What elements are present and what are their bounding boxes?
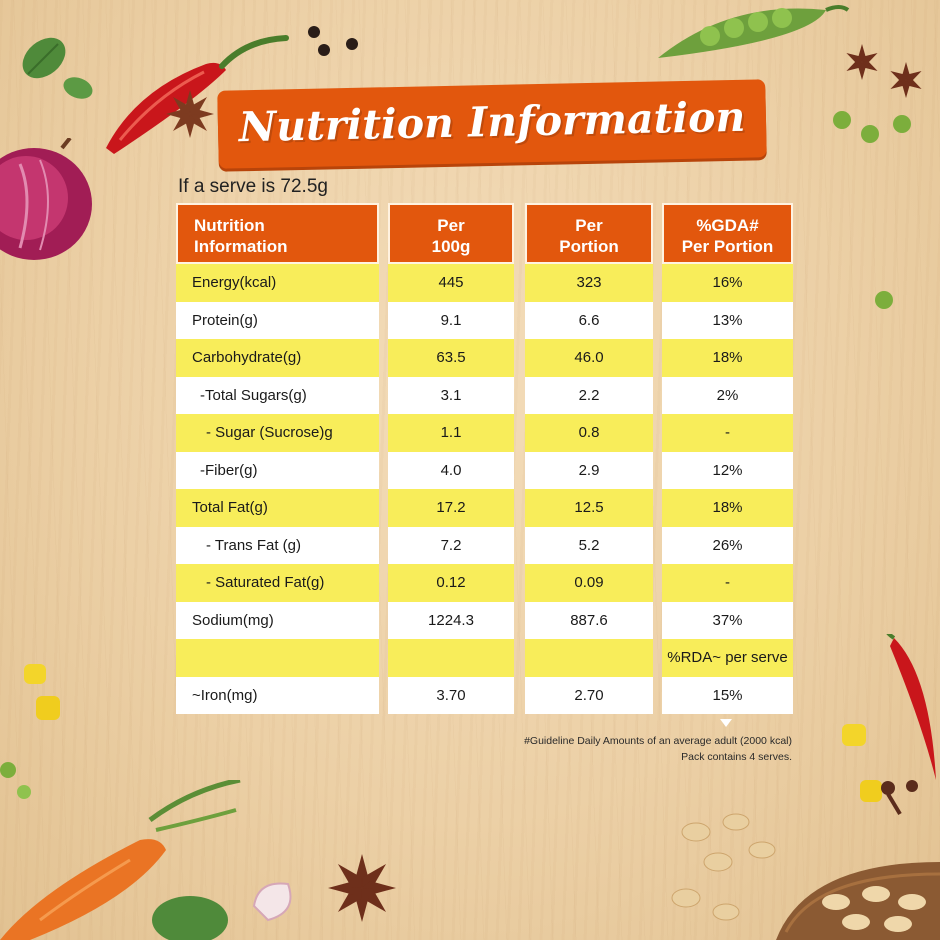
table-cell-per100: 3.70 [388, 676, 514, 714]
table-cell-gda: 13% [662, 301, 793, 339]
table-cell-portion [525, 639, 653, 677]
table-cell-portion: 2.9 [525, 451, 653, 489]
peas-icon [875, 291, 893, 309]
table-cell-portion: 323 [525, 264, 653, 302]
table-cell-portion: 46.0 [525, 339, 653, 377]
table-cell-gda: - [662, 414, 793, 452]
table-cell-per100: 0.12 [388, 564, 514, 602]
onion-icon [0, 138, 92, 260]
star-anise-icon [328, 854, 396, 922]
footnotes: #Guideline Daily Amounts of an average a… [524, 733, 792, 765]
table-cell-label [176, 639, 379, 677]
table-cell-per100: 9.1 [388, 301, 514, 339]
table-cell-label: ~Iron(mg) [176, 676, 379, 714]
table-cell-per100: 7.2 [388, 526, 514, 564]
table-cell-per100: 1.1 [388, 414, 514, 452]
serve-size-note: If a serve is 72.5g [178, 176, 328, 197]
peas-icon [0, 762, 31, 799]
basil-leaf-icon [22, 37, 66, 79]
table-cell-label: - Sugar (Sucrose)g [176, 414, 379, 452]
table-cell-per100: 4.0 [388, 451, 514, 489]
column-header-gda: %GDA# Per Portion [662, 203, 793, 264]
table-cell-gda: 26% [662, 526, 793, 564]
table-cell-gda: 18% [662, 489, 793, 527]
table-cell-label: -Total Sugars(g) [176, 376, 379, 414]
table-cell-per100: 63.5 [388, 339, 514, 377]
footnote-pack: Pack contains 4 serves. [681, 751, 792, 763]
table-cell-per100: 1224.3 [388, 601, 514, 639]
table-cell-per100 [388, 639, 514, 677]
table-cell-gda: 18% [662, 339, 793, 377]
table-cell-portion: 12.5 [525, 489, 653, 527]
table-cell-label: Total Fat(g) [176, 489, 379, 527]
table-cell-label: Sodium(mg) [176, 601, 379, 639]
column-header-per-portion: Per Portion [525, 203, 653, 264]
table-cell-gda: 12% [662, 451, 793, 489]
table-cell-label: - Trans Fat (g) [176, 526, 379, 564]
per-100g-column: Per 100g 445 9.1 63.5 3.1 1.1 4.0 17.2 7… [388, 203, 514, 714]
cloves-icon [881, 780, 918, 816]
table-cell-label: Protein(g) [176, 301, 379, 339]
per-portion-column: Per Portion 323 6.6 46.0 2.2 0.8 2.9 12.… [525, 203, 653, 714]
table-cell-portion: 5.2 [525, 526, 653, 564]
table-cell-portion: 6.6 [525, 301, 653, 339]
table-cell-portion: 887.6 [525, 601, 653, 639]
table-cell-gda: 2% [662, 376, 793, 414]
table-cell-label: Energy(kcal) [176, 264, 379, 302]
table-cell-per100: 3.1 [388, 376, 514, 414]
corn-kernels-icon [842, 724, 882, 802]
table-cell-portion: 2.2 [525, 376, 653, 414]
pea-pod-icon [658, 5, 850, 58]
table-cell-portion: 0.8 [525, 414, 653, 452]
table-cell-gda: 16% [662, 264, 793, 302]
table-cell-gda: - [662, 564, 793, 602]
rda-subheader: %RDA~ per serve [662, 639, 793, 677]
callout-pointer [720, 719, 732, 727]
red-chilli-icon [886, 634, 936, 780]
column-header-nutrition: Nutrition Information [176, 203, 379, 264]
star-anise-icon [846, 44, 922, 98]
table-cell-label: Carbohydrate(g) [176, 339, 379, 377]
table-cell-portion: 2.70 [525, 676, 653, 714]
oats-icon [671, 813, 940, 940]
basil-leaf-icon [63, 77, 93, 99]
table-cell-label: -Fiber(g) [176, 451, 379, 489]
star-anise-icon [166, 90, 214, 138]
column-header-per-100g: Per 100g [388, 203, 514, 264]
corn-kernels-icon [24, 664, 60, 720]
carrot-icon [0, 780, 241, 940]
table-cell-gda: 37% [662, 601, 793, 639]
table-cell-per100: 17.2 [388, 489, 514, 527]
page-title: Nutrition Information [238, 92, 746, 152]
nutrient-column: Nutrition Information Energy(kcal) Prote… [176, 203, 379, 714]
table-cell-label: - Saturated Fat(g) [176, 564, 379, 602]
footnote-gda: #Guideline Daily Amounts of an average a… [524, 735, 792, 747]
table-cell-portion: 0.09 [525, 564, 653, 602]
peas-icon [833, 111, 911, 143]
garlic-clove-icon [252, 882, 292, 922]
black-pepper-icon [308, 26, 358, 56]
gda-column: %GDA# Per Portion 16% 13% 18% 2% - 12% 1… [662, 203, 793, 714]
table-cell-per100: 445 [388, 264, 514, 302]
table-cell-gda: 15% [662, 676, 793, 714]
red-chilli-icon [106, 35, 289, 154]
